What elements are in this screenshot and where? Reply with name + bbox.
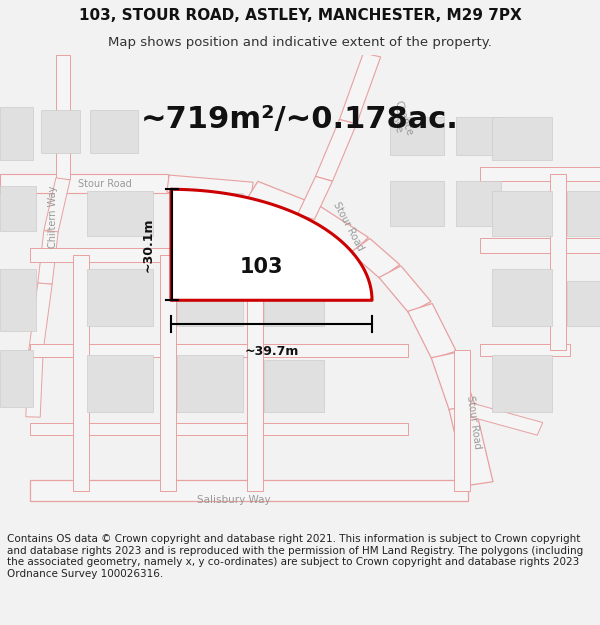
Polygon shape — [30, 248, 252, 262]
Polygon shape — [408, 304, 456, 359]
Bar — [390, 117, 444, 155]
Bar — [0, 107, 33, 160]
Polygon shape — [480, 167, 600, 181]
Bar — [87, 269, 153, 326]
Text: Chance
Close: Chance Close — [384, 99, 414, 140]
Text: Stour Road: Stour Road — [331, 201, 365, 252]
Bar — [0, 350, 33, 408]
Text: Chiltern Way: Chiltern Way — [48, 186, 58, 248]
Bar — [264, 360, 324, 413]
Polygon shape — [73, 255, 89, 491]
Bar — [456, 117, 501, 155]
Text: 103, STOUR ROAD, ASTLEY, MANCHESTER, M29 7PX: 103, STOUR ROAD, ASTLEY, MANCHESTER, M29… — [79, 8, 521, 23]
Polygon shape — [30, 480, 468, 501]
Polygon shape — [160, 255, 176, 491]
Bar — [456, 181, 501, 226]
Polygon shape — [38, 231, 58, 284]
Text: Salisbury Way: Salisbury Way — [197, 495, 271, 505]
Polygon shape — [30, 344, 408, 357]
Polygon shape — [171, 189, 372, 300]
Polygon shape — [340, 53, 380, 124]
Polygon shape — [56, 55, 70, 179]
Text: Map shows position and indicative extent of the property.: Map shows position and indicative extent… — [108, 36, 492, 49]
Polygon shape — [30, 422, 408, 435]
Polygon shape — [480, 238, 600, 252]
Bar — [0, 186, 36, 231]
Polygon shape — [550, 174, 566, 350]
Text: ~39.7m: ~39.7m — [244, 345, 299, 358]
Bar — [0, 269, 36, 331]
Bar — [567, 191, 600, 236]
Bar — [87, 355, 153, 412]
Bar — [87, 191, 153, 236]
Polygon shape — [379, 266, 431, 313]
Bar — [177, 269, 243, 326]
Polygon shape — [449, 406, 493, 486]
Bar — [567, 281, 600, 326]
Polygon shape — [431, 352, 475, 410]
Bar — [390, 181, 444, 226]
Polygon shape — [304, 206, 368, 254]
Bar — [90, 110, 138, 152]
Bar — [492, 191, 552, 236]
Text: ~719m²/~0.178ac.: ~719m²/~0.178ac. — [141, 105, 459, 134]
Text: Stour Road: Stour Road — [78, 179, 132, 189]
Bar — [264, 274, 324, 326]
Text: Contains OS data © Crown copyright and database right 2021. This information is : Contains OS data © Crown copyright and d… — [7, 534, 583, 579]
Bar — [492, 355, 552, 412]
Bar — [177, 193, 243, 236]
Bar — [492, 117, 552, 160]
Polygon shape — [0, 174, 168, 193]
Polygon shape — [480, 344, 570, 356]
Polygon shape — [167, 175, 253, 199]
Polygon shape — [350, 239, 400, 279]
Bar — [177, 355, 243, 412]
Text: Stour Road: Stour Road — [466, 394, 482, 449]
Text: ~30.1m: ~30.1m — [142, 217, 155, 272]
Polygon shape — [246, 181, 318, 224]
Polygon shape — [298, 176, 332, 219]
Polygon shape — [459, 401, 543, 435]
Text: 103: 103 — [239, 257, 283, 277]
Polygon shape — [29, 283, 52, 351]
Bar — [492, 269, 552, 326]
Bar — [41, 110, 80, 152]
Polygon shape — [247, 255, 263, 491]
Polygon shape — [454, 350, 470, 491]
Polygon shape — [26, 350, 43, 417]
Polygon shape — [316, 119, 356, 181]
Polygon shape — [44, 177, 70, 232]
